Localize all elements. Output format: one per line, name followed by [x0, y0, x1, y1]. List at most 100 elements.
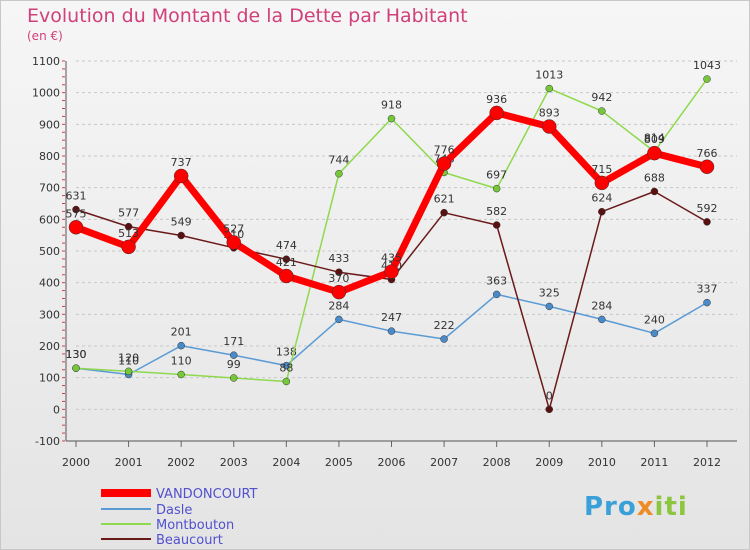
data-point-dasle — [177, 341, 185, 350]
data-point-montbouton — [177, 370, 185, 379]
x-tick-label: 2000 — [62, 456, 90, 469]
y-tick-label: 100 — [39, 372, 60, 385]
data-label-dasle: 240 — [644, 313, 665, 326]
data-point-dasle — [598, 315, 606, 324]
y-tick-label: 400 — [39, 277, 60, 290]
data-label-beaucourt: 433 — [328, 252, 349, 265]
data-label-beaucourt: 592 — [697, 202, 718, 215]
data-label-dasle: 130 — [66, 348, 87, 361]
y-tick-label: 500 — [39, 245, 60, 258]
data-point-beaucourt — [124, 222, 133, 231]
data-point-dasle — [387, 327, 396, 335]
data-label-montbouton: 110 — [171, 355, 192, 368]
data-point-montbouton — [387, 114, 396, 123]
data-label-dasle: 284 — [328, 299, 349, 312]
data-point-beaucourt — [72, 205, 80, 214]
data-point-montbouton — [545, 84, 553, 93]
data-label-vandoncourt: 737 — [171, 156, 192, 169]
x-tick-label: 2006 — [378, 456, 406, 469]
y-tick-label: 1100 — [32, 55, 60, 68]
data-label-beaucourt: 621 — [434, 193, 455, 206]
data-label-vandoncourt: 370 — [328, 272, 349, 285]
data-point-montbouton — [335, 169, 343, 178]
data-point-dasle — [545, 302, 553, 311]
data-label-dasle: 222 — [434, 319, 455, 332]
x-tick-label: 2004 — [272, 456, 300, 469]
data-point-beaucourt — [335, 268, 343, 276]
data-point-vandoncourt — [489, 105, 504, 121]
data-point-vandoncourt — [699, 159, 715, 175]
data-point-vandoncourt — [542, 119, 557, 134]
x-tick-label: 2009 — [535, 456, 563, 469]
data-label-dasle: 337 — [697, 283, 718, 296]
data-label-vandoncourt: 809 — [644, 133, 665, 146]
data-label-montbouton: 814 — [644, 132, 665, 145]
x-tick-label: 2008 — [483, 456, 511, 469]
data-label-beaucourt: 0 — [546, 389, 553, 402]
legend-label-dasle: Dasle — [156, 503, 192, 518]
x-tick-label: 2012 — [693, 456, 721, 469]
legend-label-vandoncourt: VANDONCOURT — [156, 487, 258, 502]
data-label-vandoncourt: 766 — [697, 147, 718, 160]
data-point-beaucourt — [545, 405, 553, 414]
data-label-beaucourt: 624 — [591, 192, 612, 205]
data-label-dasle: 171 — [223, 335, 244, 348]
y-tick-label: 700 — [39, 182, 60, 195]
data-label-beaucourt: 549 — [171, 215, 192, 228]
y-tick-label: 800 — [39, 150, 60, 163]
data-point-vandoncourt — [173, 168, 189, 184]
x-tick-label: 2002 — [167, 456, 195, 469]
data-point-dasle — [440, 335, 448, 343]
legend-label-montbouton: Montbouton — [156, 518, 234, 533]
data-point-beaucourt — [282, 255, 291, 263]
data-point-montbouton — [598, 107, 606, 115]
data-label-dasle: 247 — [381, 311, 402, 324]
data-label-montbouton: 697 — [486, 169, 507, 182]
data-point-dasle — [650, 329, 659, 338]
data-point-dasle — [703, 298, 711, 307]
x-tick-label: 2011 — [640, 456, 668, 469]
data-label-beaucourt: 474 — [276, 239, 297, 252]
data-label-montbouton: 120 — [118, 351, 139, 364]
data-point-beaucourt — [650, 187, 659, 196]
data-label-vandoncourt: 527 — [223, 222, 244, 235]
data-label-vandoncourt: 575 — [66, 207, 87, 220]
data-label-montbouton: 744 — [328, 154, 349, 167]
data-label-dasle: 201 — [171, 326, 192, 339]
x-tick-label: 2010 — [588, 456, 616, 469]
data-label-montbouton: 1013 — [535, 69, 563, 82]
y-tick-label: 1000 — [32, 87, 60, 100]
data-point-vandoncourt — [594, 175, 610, 191]
data-point-vandoncourt — [68, 220, 84, 235]
data-point-montbouton — [703, 75, 711, 83]
data-point-vandoncourt — [279, 268, 294, 284]
data-label-montbouton: 99 — [227, 358, 241, 371]
data-label-vandoncourt: 715 — [591, 163, 612, 176]
proxiti-logo: Proxiti — [584, 492, 688, 522]
y-tick-label: 0 — [53, 403, 60, 416]
data-label-vandoncourt: 776 — [434, 144, 455, 157]
data-label-montbouton: 88 — [279, 361, 293, 374]
data-label-dasle: 363 — [486, 274, 507, 287]
data-point-montbouton — [72, 364, 80, 372]
data-point-beaucourt — [703, 218, 711, 226]
x-tick-label: 2001 — [115, 456, 143, 469]
data-point-dasle — [492, 290, 501, 299]
y-tick-label: 300 — [39, 308, 60, 321]
data-point-beaucourt — [440, 208, 448, 217]
data-point-beaucourt — [492, 221, 501, 229]
data-label-beaucourt: 631 — [66, 190, 87, 203]
data-point-dasle — [230, 351, 238, 359]
data-label-montbouton: 1043 — [693, 59, 721, 72]
data-label-vandoncourt: 893 — [539, 107, 560, 120]
data-label-montbouton: 942 — [591, 91, 612, 104]
data-label-montbouton: 918 — [381, 99, 402, 112]
data-point-vandoncourt — [331, 284, 347, 300]
data-label-dasle: 138 — [276, 346, 297, 359]
y-tick-label: 200 — [39, 340, 60, 353]
x-tick-label: 2007 — [430, 456, 458, 469]
y-tick-label: 900 — [39, 118, 60, 131]
data-point-beaucourt — [598, 207, 606, 216]
